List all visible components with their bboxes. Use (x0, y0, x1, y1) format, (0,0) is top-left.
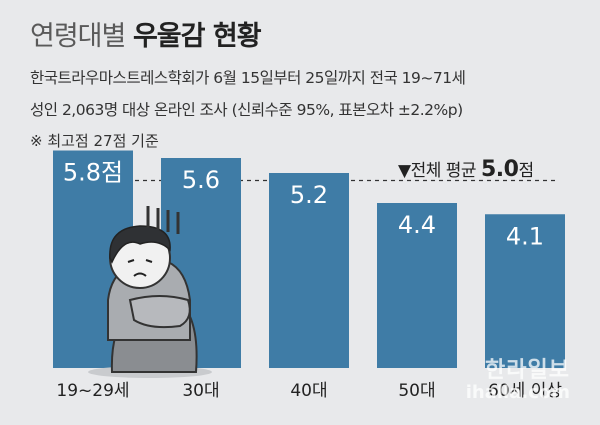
scale-note: ※ 최고점 27점 기준 (30, 132, 159, 150)
average-prefix: ▼전체 평균 (398, 161, 477, 181)
watermark-domain: ihalla.com (465, 382, 570, 403)
category-label: 60세 이상 (488, 381, 562, 401)
bar-value-label: 5.6 (182, 166, 220, 194)
title-part2: 우울감 현황 (132, 21, 262, 52)
bar (377, 203, 457, 368)
bar-value-label: 4.1 (506, 222, 544, 250)
bar-value-label: 4.4 (398, 211, 436, 239)
average-value: 5.0 (480, 157, 519, 182)
category-label: 40대 (290, 381, 327, 401)
average-label: ▼전체 평균 5.0점 (398, 156, 534, 182)
subtitle-line1: 한국트라우마스트레스학회가 6월 15일부터 25일까지 전국 19~71세 (30, 69, 466, 87)
subtitle-line2: 성인 2,063명 대상 온라인 조사 (신뢰수준 95%, 표본오차 ±2.2… (30, 101, 463, 119)
category-label: 30대 (182, 381, 219, 401)
bar (485, 214, 565, 368)
bar-value-label: 5.8점 (63, 159, 123, 187)
average-unit: 점 (518, 161, 534, 181)
watermark: 한라일보 ihalla.com (466, 352, 570, 403)
watermark-brand: 한라일보 (485, 358, 570, 383)
category-label: 19~29세 (56, 381, 129, 401)
title-part1: 연령대별 (30, 21, 126, 52)
bar-value-label: 5.2 (290, 181, 328, 209)
bar (269, 173, 349, 368)
chart-title: 연령대별 우울감 현황 (30, 14, 262, 53)
sad-person-illustration (88, 206, 212, 378)
category-label: 50대 (398, 381, 435, 401)
